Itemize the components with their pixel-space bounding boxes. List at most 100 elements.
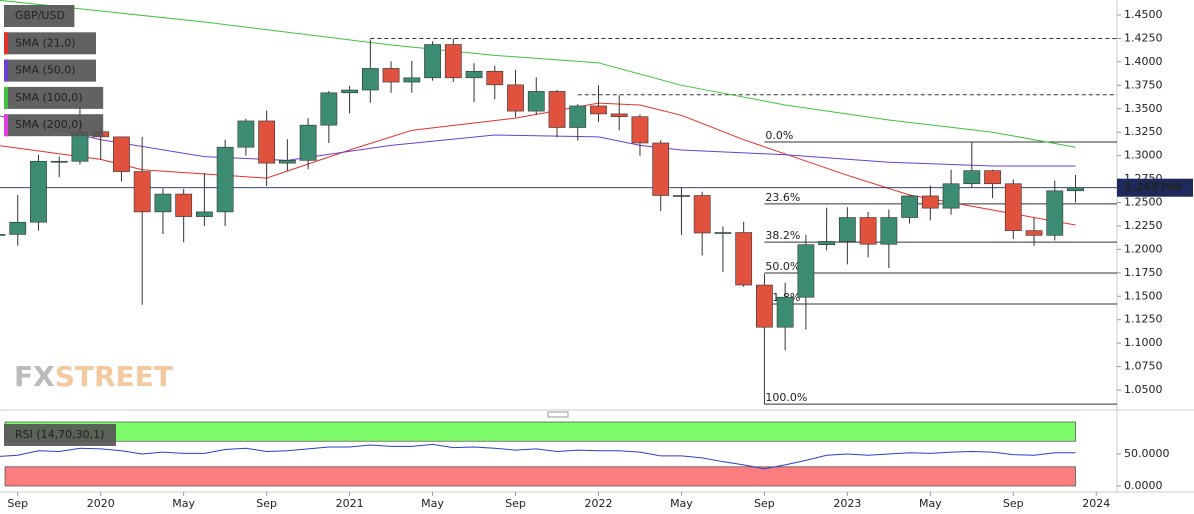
x-tick-label: Sep [7, 497, 28, 510]
candle-body [548, 91, 566, 128]
candle-body [652, 142, 670, 196]
rsi-title: RSI (14,70,30,1) [15, 428, 104, 441]
candle-body [1067, 187, 1084, 192]
y-tick-label: 1.1500 [1124, 289, 1163, 302]
sma-line [0, 115, 1076, 167]
candle-body [756, 284, 773, 328]
candle-body [569, 105, 587, 128]
rsi-line [0, 443, 1076, 470]
candle-body [278, 160, 296, 164]
y-tick-label: 1.0500 [1124, 383, 1163, 396]
candle-body [838, 217, 856, 242]
x-tick-label: 2021 [336, 497, 364, 510]
candle-body [113, 136, 130, 172]
candle-body [1004, 183, 1022, 231]
candle-body [486, 70, 504, 86]
x-tick-label: Sep [754, 497, 775, 510]
y-tick-label: 1.2250 [1124, 219, 1163, 232]
legend-box [4, 32, 96, 55]
x-tick-label: Sep [505, 497, 526, 510]
rsi-plot [0, 421, 1076, 487]
candle-body [921, 195, 939, 209]
candle-body [942, 183, 960, 209]
y-tick-label: 1.1000 [1124, 336, 1163, 349]
x-tick-label: 2023 [833, 497, 861, 510]
candle-body [382, 68, 400, 83]
candle-body [216, 146, 234, 213]
fib-label: 100.0% [765, 391, 807, 404]
legend-swatch [4, 59, 8, 82]
y-tick-label: 0.0000 [1124, 479, 1163, 492]
x-tick-label: May [670, 497, 693, 510]
candle-body [714, 232, 732, 234]
x-tick-label: 2022 [584, 497, 612, 510]
candle-body [984, 170, 1001, 185]
candle-body [610, 113, 628, 118]
candle-body [361, 68, 379, 91]
y-tick-label: 1.3500 [1124, 102, 1163, 115]
candle-body [590, 105, 607, 115]
fib-label: 50.0% [765, 260, 800, 273]
y-tick-label: 1.4500 [1124, 8, 1163, 21]
fib-label: 0.0% [765, 129, 793, 142]
legend-label: SMA (100,0) [15, 91, 83, 104]
candle-body [507, 84, 524, 112]
candle-body [320, 92, 338, 126]
legend-swatch [4, 114, 8, 137]
x-tick-label: Sep [256, 497, 277, 510]
last-price-label: 1.265790 [1124, 181, 1182, 194]
y-tick-label: 50.0000 [1124, 447, 1170, 460]
candle-body [50, 160, 68, 163]
rsi-band [4, 421, 1076, 442]
overlay: 1.4500 1.4250 1.4000 1.3750 1.3500 1.3250 1.30… [4, 5, 1193, 510]
candle-body [673, 195, 690, 197]
y-tick-label: 1.1250 [1124, 313, 1163, 326]
x-tick-label: May [421, 497, 444, 510]
candle-body [527, 91, 545, 112]
candle-body [465, 70, 483, 79]
legend-box [4, 424, 116, 446]
candle-body [631, 116, 649, 144]
y-tick-label: 1.0750 [1124, 360, 1163, 373]
candle-body [901, 195, 918, 218]
legend-label: SMA (50,0) [15, 64, 76, 77]
y-tick-label: 1.1750 [1124, 266, 1163, 279]
candle-body [237, 120, 255, 148]
resize-handle[interactable] [547, 411, 569, 418]
candle-body [258, 120, 276, 164]
watermark-part: FX [14, 360, 55, 393]
sma-line [0, 0, 1076, 148]
x-tick-label: Sep [1003, 497, 1024, 510]
candle-body [776, 296, 794, 328]
candle-body [299, 124, 317, 161]
candle-body [0, 234, 6, 236]
y-tick-label: 1.2000 [1124, 242, 1163, 255]
last-price-box [1117, 178, 1193, 197]
candle-body [9, 221, 27, 235]
fib-label: 38.2% [765, 229, 800, 242]
candle-body [1025, 230, 1043, 236]
candle-body [341, 89, 358, 94]
rsi-band [4, 466, 1076, 487]
candle-body [859, 217, 877, 245]
legend-swatch [4, 86, 8, 109]
y-tick-label: 1.4250 [1124, 31, 1163, 44]
candle-body [30, 160, 47, 223]
legend-label: GBP/USD [15, 9, 65, 22]
legend-box [4, 5, 75, 27]
legend-swatch [4, 32, 8, 55]
candle-body [133, 171, 151, 213]
candle-body [444, 44, 462, 79]
y-tick-label: 1.3750 [1124, 78, 1163, 91]
x-tick-label: May [172, 497, 195, 510]
watermark: FXSTREET [14, 360, 173, 393]
candle-body [196, 211, 213, 217]
candle-body [154, 193, 172, 213]
legend-label: SMA (21,0) [15, 36, 76, 49]
legend-box [4, 59, 96, 82]
y-tick-label: 1.4000 [1124, 55, 1163, 68]
legend-label: SMA (200,0) [15, 118, 83, 131]
x-tick-label: 2020 [87, 497, 115, 510]
